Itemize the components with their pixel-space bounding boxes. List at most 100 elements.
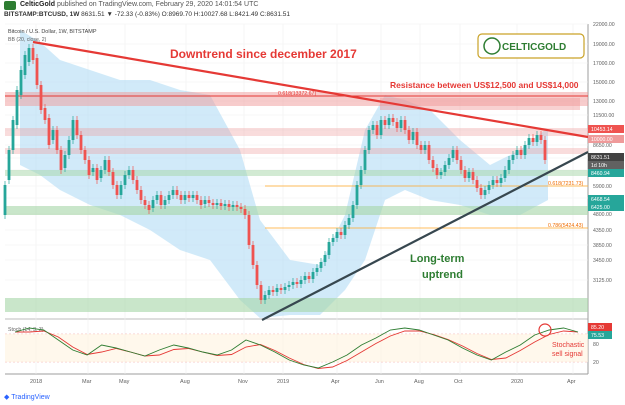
y-tick-label: 3125.00 [593,278,612,284]
candle-body [247,215,251,245]
x-tick-label: 2019 [277,379,289,385]
candle-body [531,138,535,142]
stoch-d-value: 75.53 [591,333,604,339]
candle-body [255,265,259,285]
candle-body [339,232,343,235]
candle-body [515,150,519,155]
candle-body [539,135,543,140]
candle-body [427,145,431,160]
candle-body [27,48,31,62]
price-label-text: 10000.00 [591,137,613,143]
candle-body [311,272,315,279]
candle-body [367,130,371,150]
brand-name: TradingView [11,394,50,401]
candle-body [459,160,463,170]
candle-body [223,204,227,206]
y-tick-label: 3450.00 [593,258,612,264]
candle-body [259,285,263,300]
y-tick-label: 13000.00 [593,99,615,105]
candle-body [107,160,111,172]
price-label-text: 8460.94 [591,171,610,177]
annotation-downtrend: Downtrend since december 2017 [170,47,357,61]
logo-emblem [483,37,501,55]
candle-body [331,238,335,242]
y-tick-label: 22000.00 [593,22,615,28]
candle-body [379,120,383,135]
candle-body [443,165,447,172]
candle-body [343,225,347,235]
fib-label-13372: 0.618(13372.67) [278,91,316,97]
candle-body [243,209,247,215]
uptrend-line [261,151,589,321]
candle-body [163,200,167,205]
candle-body [191,195,195,198]
candle-body [503,170,507,178]
y-tick-label: 4800.00 [593,212,612,218]
candle-body [131,170,135,180]
candle-body [323,255,327,262]
candle-body [351,205,355,218]
candle-body [235,205,239,207]
x-tick-label: May [119,379,130,385]
candle-body [95,168,99,180]
annotation-uptrend: uptrend [422,269,463,281]
annotation-sell-signal: sell signal [552,351,583,358]
candle-body [127,170,131,175]
candle-body [535,135,539,142]
candle-body [99,170,103,178]
candle-body [347,218,351,225]
candle-body [79,135,83,150]
y-tick-label: 3850.00 [593,243,612,249]
annotation-long-term: Long-term [410,253,465,265]
fib-label-7231: 0.618(7231.73) [548,181,583,187]
candle-body [87,160,91,175]
candle-body [211,203,215,205]
stoch-level-label: 20 [593,360,599,366]
candle-body [147,205,151,210]
candle-body [519,150,523,155]
candle-body [207,200,211,203]
stoch-d-box [588,331,612,339]
indicator-label: BB (20, close, 2) [8,37,47,43]
candle-body [435,168,439,175]
chart-header: CelticGold published on TradingView.com,… [0,0,625,24]
candle-body [491,180,495,185]
candle-body [115,185,119,195]
tradingview-logo[interactable]: ◆ TradingView [4,394,50,401]
annotation-resistance: Resistance between US$12,500 and US$14,0… [390,80,579,90]
candle-body [439,172,443,175]
candle-body [359,170,363,185]
y-tick-label: 15000.00 [593,80,615,86]
publish-info: published on TradingView.com, February 2… [56,1,259,8]
publish-line: CelticGold published on TradingView.com,… [20,1,258,8]
logo-text: CELTICGOLD [502,42,566,53]
candle-body [179,195,183,200]
candle-body [239,207,243,209]
candle-body [151,200,155,208]
candle-body [227,204,231,207]
candle-body [383,120,387,125]
zone-10000 [5,128,588,136]
candle-body [419,145,423,150]
candle-body [479,188,483,195]
candle-body [415,132,419,145]
candle-body [507,160,511,170]
zone-9000 [5,148,588,154]
candle-body [303,276,307,280]
price-label-box [588,203,624,211]
support-zone-6425 [5,206,588,215]
y-tick-label: 8650.00 [593,143,612,149]
downtrend-line [32,40,589,139]
stoch-signal-circle [538,323,552,337]
candle-body [471,172,475,180]
ohlc-line: BITSTAMP:BTCUSD, 1W 8631.51 ▼ -72.33 (-0… [4,11,290,18]
price-label-text: 6468.54 [591,197,610,203]
candle-body [75,120,79,135]
author-name[interactable]: CelticGold [20,1,56,8]
candle-body [91,168,95,172]
candle-body [11,120,15,150]
price-label-box [588,125,624,133]
price-label-text: 6425.00 [591,205,610,211]
x-tick-label: Aug [180,379,190,385]
